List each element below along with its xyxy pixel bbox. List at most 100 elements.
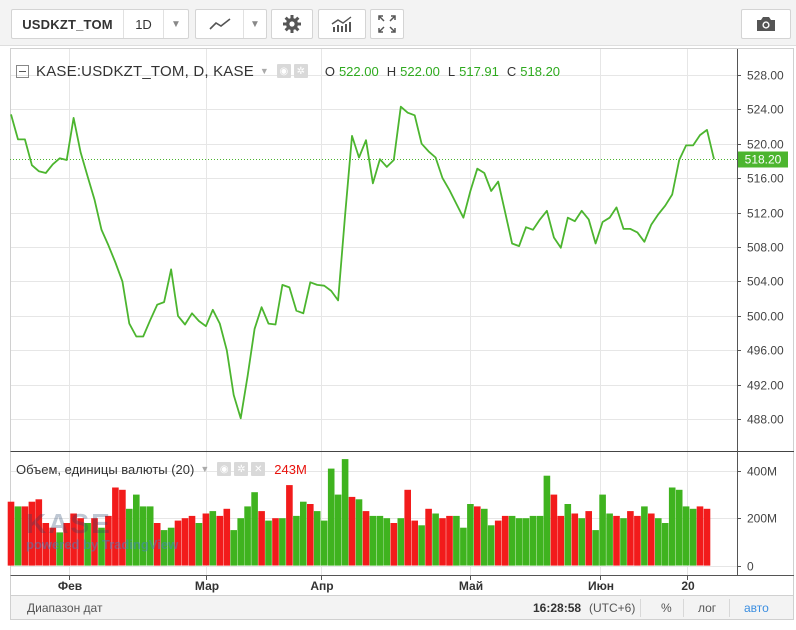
kase-logo: KASE	[26, 508, 112, 539]
volume-bar	[425, 508, 432, 566]
x-tick-label: Май	[459, 579, 483, 593]
volume-bar	[529, 515, 537, 566]
snapshot-button[interactable]	[741, 9, 791, 39]
volume-bar	[7, 501, 15, 566]
volume-bar	[668, 487, 676, 566]
date-range-button[interactable]: Диапазон дат	[27, 601, 103, 615]
eye-icon[interactable]: ◉	[217, 462, 232, 476]
volume-bar	[703, 508, 711, 566]
volume-bar	[411, 520, 418, 566]
volume-tick-label: 200M	[747, 512, 777, 526]
chevron-down-icon[interactable]: ▼	[200, 464, 210, 474]
eye-icon[interactable]: ◉	[276, 64, 291, 78]
volume-bar	[300, 501, 307, 566]
volume-bar	[536, 515, 544, 566]
volume-bar	[56, 532, 63, 566]
divider	[729, 599, 730, 617]
x-tick-label: Апр	[310, 579, 333, 593]
volume-bar	[160, 530, 168, 566]
volume-title: Объем, единицы валюты (20)	[16, 461, 195, 477]
volume-bar	[320, 520, 328, 566]
volume-bar	[237, 518, 244, 566]
volume-bar	[655, 518, 662, 566]
gear-icon[interactable]: ✲	[234, 462, 249, 476]
line-chart-icon	[208, 18, 230, 30]
volume-bar	[390, 523, 398, 566]
low-label: L	[447, 63, 456, 79]
volume-bar	[627, 511, 634, 566]
divider	[683, 599, 684, 617]
close-icon[interactable]: ✕	[251, 462, 266, 476]
volume-bar	[467, 504, 474, 566]
volume-bar	[439, 518, 446, 566]
y-tick-label: 492.00	[747, 379, 784, 393]
volume-bar	[244, 506, 251, 566]
volume-bar	[376, 515, 384, 566]
collapse-icon[interactable]	[16, 64, 29, 78]
chevron-down-icon[interactable]: ▼	[259, 66, 269, 76]
y-tick-label: 488.00	[747, 413, 784, 427]
volume-bar	[369, 515, 377, 566]
volume-bar	[174, 520, 182, 566]
chart-area[interactable]	[10, 48, 794, 596]
indicators-button[interactable]	[318, 9, 366, 39]
symbol-search-button[interactable]: USDKZT_TOM	[12, 10, 124, 38]
volume-axis[interactable]: 0 200M 400M	[737, 465, 777, 574]
settings-button[interactable]	[271, 9, 313, 39]
volume-bar	[126, 508, 133, 566]
close-label: C	[506, 63, 517, 79]
time-axis[interactable]: Фев Мар Апр Май Июн 20	[58, 575, 695, 593]
volume-bar	[91, 518, 98, 566]
x-tick-label: Фев	[58, 579, 82, 593]
volume-bar	[648, 513, 655, 566]
volume-bar	[474, 506, 481, 566]
volume-bar	[481, 508, 488, 566]
volume-bar	[550, 494, 558, 566]
volume-bar	[105, 515, 112, 566]
interval-button[interactable]: 1D	[124, 10, 164, 38]
volume-bar	[139, 506, 147, 566]
volume-bar	[98, 527, 105, 566]
y-tick-label: 520.00	[747, 138, 784, 152]
volume-bar	[355, 499, 363, 566]
volume-bar	[188, 515, 196, 566]
timezone-button[interactable]: (UTC+6)	[589, 601, 636, 615]
interval-dropdown[interactable]: ▼	[164, 10, 188, 38]
volume-bar	[362, 511, 370, 566]
volume-bar	[195, 523, 203, 566]
x-tick-label: Мар	[195, 579, 219, 593]
volume-bar	[202, 513, 210, 566]
log-toggle[interactable]: лог	[698, 601, 717, 615]
volume-bar	[397, 518, 405, 566]
chart-style-dropdown[interactable]: ▼	[244, 10, 266, 38]
y-tick-label: 508.00	[747, 241, 784, 255]
y-tick-label: 500.00	[747, 310, 784, 324]
volume-bar	[508, 515, 516, 566]
volume-bar	[522, 518, 530, 566]
volume-bar	[153, 523, 161, 566]
y-tick-label: 504.00	[747, 275, 784, 289]
volume-bar	[446, 515, 453, 566]
status-bar: Диапазон дат 16:28:58 (UTC+6) % лог авто	[10, 596, 794, 620]
volume-bar	[327, 468, 335, 566]
volume-bar	[641, 506, 648, 566]
volume-bar	[592, 530, 599, 566]
gear-icon[interactable]: ✲	[293, 64, 308, 78]
volume-bars	[7, 459, 711, 566]
volume-bar	[77, 518, 84, 566]
auto-scale-toggle[interactable]: авто	[744, 601, 769, 615]
price-axis[interactable]: 488.00 492.00 496.00 500.00 504.00 508.00 512.…	[737, 69, 784, 427]
chart-style-button[interactable]	[196, 10, 244, 38]
watermark: KASE powered by TradingView	[26, 510, 178, 552]
volume-bar	[35, 499, 43, 566]
volume-bar	[146, 506, 154, 566]
open-label: O	[324, 63, 335, 79]
open-value: 522.00	[338, 63, 379, 79]
percent-toggle[interactable]: %	[661, 601, 672, 615]
chevron-down-icon: ▼	[250, 18, 260, 30]
chevron-down-icon: ▼	[171, 18, 181, 30]
volume-bar	[418, 525, 425, 566]
fullscreen-button[interactable]	[370, 9, 404, 39]
main-legend: KASE:USDKZT_TOM, D, KASE ▼ ◉ ✲ O 522.00 …	[16, 60, 568, 82]
